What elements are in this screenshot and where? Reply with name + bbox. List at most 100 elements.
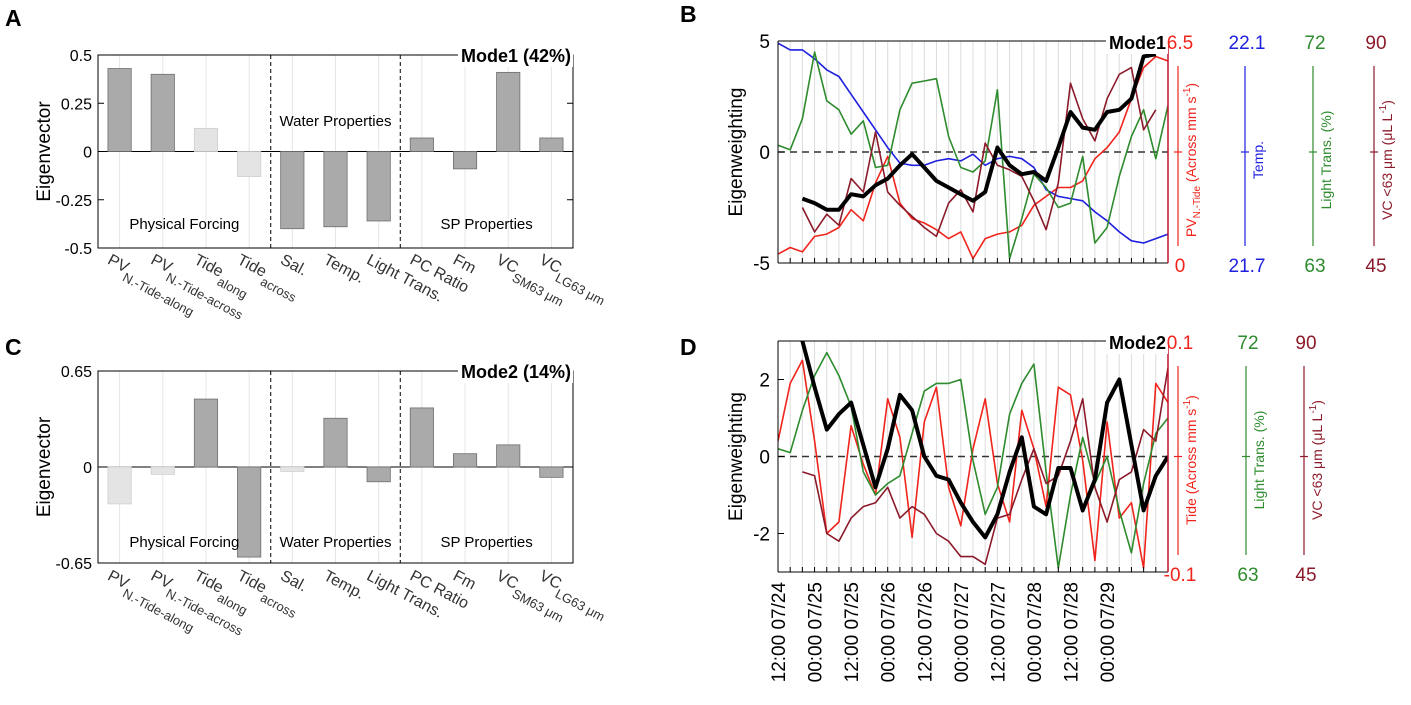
bar <box>409 407 434 468</box>
bar <box>323 151 348 228</box>
right-axis-label: VC <63 μm (μL L-1) <box>1308 400 1325 520</box>
panel-c-bar-chart: 0.65 0 -0.65 Eigenvector Mode2 (14%) Physical… <box>34 361 607 639</box>
bar <box>452 151 478 170</box>
bar <box>496 71 521 152</box>
chart-title: Mode1 <box>1109 33 1166 53</box>
group-label: Water Properties <box>280 113 392 130</box>
chart-title: Mode1 (42%) <box>461 46 571 66</box>
right-axis-top-value: 90 <box>1295 333 1316 354</box>
right-axis-top-value: 72 <box>1304 33 1325 54</box>
series-line-eigenweighting <box>801 52 1157 212</box>
bar <box>409 137 434 152</box>
right-axis-bottom-value: 63 <box>1304 256 1325 277</box>
bar <box>107 466 132 505</box>
category-label: Temp. <box>321 568 367 603</box>
bar <box>150 73 175 152</box>
y-axis-label: Eigenweighting <box>726 88 747 217</box>
panel-label-c: C <box>5 334 22 360</box>
x-tick-label: 12:00 07/25 <box>842 582 863 682</box>
panel-label-a: A <box>5 5 22 31</box>
y-tick-label: 0.65 <box>61 364 92 381</box>
panel-d-line-chart: 2 0 -2 Eigenweighting Mode2 12:00 07/24 00:00 … <box>726 332 1325 682</box>
right-axis-bottom-value: 21.7 <box>1229 256 1266 277</box>
y-tick-label: -0.5 <box>64 241 92 258</box>
bar <box>150 466 175 475</box>
right-axis-top-value: 72 <box>1237 333 1258 354</box>
y-axis-label: Eigenvector <box>34 101 55 202</box>
right-axis-top-value: 90 <box>1365 33 1386 54</box>
y-tick-label: 0 <box>83 145 92 162</box>
panel-b-line-chart: 5 0 -5 Eigenweighting Mode1 6.5 0 PVN.-Tide (Ac… <box>726 32 1395 277</box>
group-label: Water Properties <box>280 534 392 551</box>
y-tick-label: 0 <box>759 143 770 164</box>
series-line-light-trans- <box>778 351 1168 569</box>
bar <box>366 151 391 222</box>
panel-a-bar-chart: 0.5 0.25 0 -0.25 -0.5 Eigenvector Mode1 (42%) P… <box>34 45 607 323</box>
panel-label-d: D <box>680 334 697 360</box>
bar <box>280 466 305 472</box>
right-axis-label: Light Trans. (%) <box>1318 111 1334 210</box>
group-label: Physical Forcing <box>129 216 239 233</box>
chart-title: Mode2 <box>1109 333 1166 353</box>
chart-title: Mode2 (14%) <box>461 362 571 382</box>
y-tick-label: 5 <box>759 32 770 53</box>
y-tick-label: -2 <box>753 525 770 546</box>
series-line-vc-63-m <box>802 367 1168 566</box>
bar <box>323 417 348 468</box>
right-axis-top-value: 0.1 <box>1167 333 1193 354</box>
bar <box>539 137 564 152</box>
bar <box>193 398 219 468</box>
series-line-tide <box>778 359 1168 569</box>
bar <box>237 466 262 558</box>
x-tick-label: 00:00 07/28 <box>1025 582 1046 682</box>
title-background <box>457 361 573 383</box>
right-axis-bottom-value: 45 <box>1295 565 1316 586</box>
right-axis-bottom-value: -0.1 <box>1164 565 1197 586</box>
right-axis-top-value: 6.5 <box>1167 33 1193 54</box>
title-background <box>457 45 573 67</box>
bar <box>539 466 564 478</box>
series-line-vc-63-m <box>801 66 1157 238</box>
bar <box>280 151 305 230</box>
y-tick-label: 2 <box>759 371 770 392</box>
bar <box>193 127 219 152</box>
y-tick-label: 0.25 <box>61 96 92 113</box>
right-axis-label: Light Trans. (%) <box>1251 411 1267 510</box>
x-tick-label: 12:00 07/26 <box>915 582 936 682</box>
y-tick-label: -0.25 <box>56 193 93 210</box>
right-axis-label: Temp. <box>1250 141 1266 179</box>
category-label: Sal. <box>277 568 309 596</box>
y-axis-label: Eigenvector <box>34 416 55 517</box>
y-tick-label: -0.65 <box>56 556 93 573</box>
bar <box>107 68 132 152</box>
right-axis-label: VC <63 μm (μL L-1) <box>1378 100 1395 220</box>
right-axis-bottom-value: 45 <box>1365 256 1386 277</box>
x-tick-label: 12:00 07/28 <box>1062 582 1083 682</box>
right-axis-bottom-value: 63 <box>1237 565 1258 586</box>
x-tick-label: 12:00 07/24 <box>769 582 790 683</box>
group-label: SP Properties <box>440 534 532 551</box>
x-tick-label: 00:00 07/26 <box>879 582 900 682</box>
category-label: Sal. <box>277 252 309 280</box>
bar <box>366 466 391 483</box>
y-tick-label: 0.5 <box>70 48 92 65</box>
title-background <box>1105 32 1168 54</box>
right-axis-top-value: 22.1 <box>1229 33 1266 54</box>
y-tick-label: 0 <box>83 460 92 477</box>
group-label: SP Properties <box>440 216 532 233</box>
series-line-light-trans- <box>778 51 1168 260</box>
x-tick-label: 12:00 07/27 <box>988 582 1009 682</box>
x-tick-label: 00:00 07/25 <box>806 582 827 682</box>
series-line-temp- <box>778 42 1168 244</box>
y-axis-label: Eigenweighting <box>726 392 747 521</box>
bar <box>496 444 521 468</box>
y-tick-label: 0 <box>759 448 770 469</box>
bar <box>237 151 262 177</box>
right-axis-bottom-value: 0 <box>1175 256 1186 277</box>
panel-label-b: B <box>680 1 697 27</box>
title-background <box>1105 332 1168 354</box>
right-axis-label: Tide (Across mm s-1) <box>1182 395 1199 525</box>
bar <box>452 453 478 468</box>
category-label: Temp. <box>321 252 367 287</box>
